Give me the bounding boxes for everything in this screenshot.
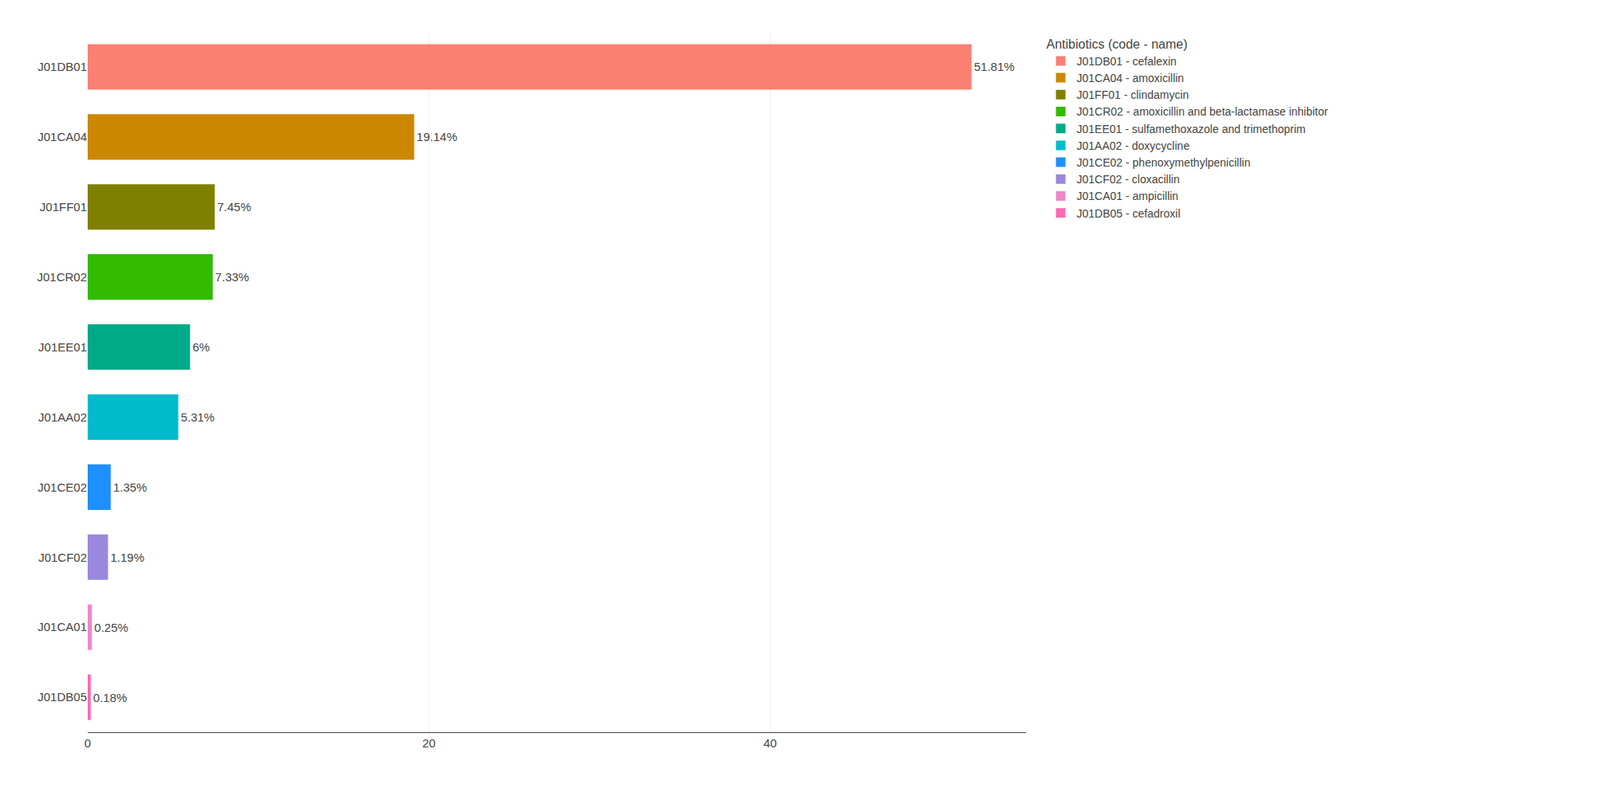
- svg-text:J01EE01 - sulfamethoxazole and: J01EE01 - sulfamethoxazole and trimethop…: [1077, 122, 1306, 136]
- svg-text:0.25%: 0.25%: [94, 621, 129, 635]
- svg-text:J01CA04: J01CA04: [37, 129, 87, 144]
- svg-text:5.31%: 5.31%: [180, 410, 216, 425]
- svg-text:J01CR02 - amoxicillin and beta: J01CR02 - amoxicillin and beta-lactamase…: [1077, 105, 1329, 118]
- svg-text:J01AA02: J01AA02: [38, 410, 87, 425]
- svg-text:J01DB05 - cefadroxil: J01DB05 - cefadroxil: [1077, 207, 1181, 221]
- svg-text:1.19%: 1.19%: [110, 550, 145, 565]
- svg-text:J01AA02 - doxycycline: J01AA02 - doxycycline: [1077, 139, 1191, 153]
- svg-text:J01CF02: J01CF02: [38, 550, 87, 565]
- svg-text:20: 20: [422, 736, 437, 751]
- svg-text:6%: 6%: [192, 340, 210, 354]
- svg-text:J01DB05: J01DB05: [37, 690, 87, 704]
- svg-text:40: 40: [763, 736, 778, 751]
- svg-text:1.35%: 1.35%: [113, 480, 148, 495]
- svg-text:19.14%: 19.14%: [416, 129, 458, 144]
- svg-text:Antibiotics (code - name): Antibiotics (code - name): [1046, 37, 1188, 52]
- svg-text:J01DB01 - cefalexin: J01DB01 - cefalexin: [1077, 55, 1177, 68]
- svg-text:J01CE02: J01CE02: [37, 480, 87, 495]
- svg-text:51.81%: 51.81%: [974, 59, 1015, 74]
- svg-text:J01CR02: J01CR02: [36, 270, 87, 284]
- svg-text:J01CE02 - phenoxymethylpenicil: J01CE02 - phenoxymethylpenicillin: [1077, 156, 1251, 170]
- svg-text:J01CA04 - amoxicillin: J01CA04 - amoxicillin: [1077, 71, 1185, 85]
- svg-text:0: 0: [84, 736, 91, 751]
- svg-text:J01CA01: J01CA01: [37, 620, 87, 634]
- svg-text:J01EE01: J01EE01: [38, 340, 87, 354]
- svg-text:0.18%: 0.18%: [93, 691, 128, 705]
- svg-text:J01CF02 - cloxacillin: J01CF02 - cloxacillin: [1077, 172, 1180, 186]
- svg-text:J01DB01: J01DB01: [37, 59, 87, 74]
- svg-text:7.33%: 7.33%: [215, 270, 250, 284]
- svg-text:J01CA01 - ampicillin: J01CA01 - ampicillin: [1077, 189, 1180, 203]
- svg-text:7.45%: 7.45%: [216, 200, 252, 214]
- svg-text:J01FF01 - clindamycin: J01FF01 - clindamycin: [1077, 88, 1190, 102]
- svg-text:J01FF01: J01FF01: [39, 200, 87, 214]
